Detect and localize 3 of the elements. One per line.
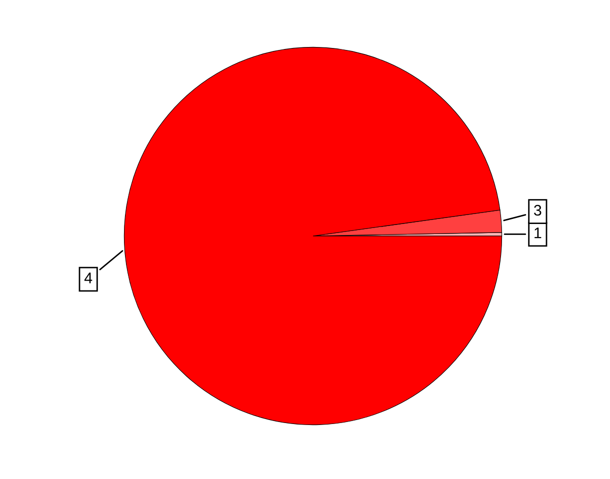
legend-label: 1	[534, 228, 542, 238]
slice-label: 4	[84, 272, 92, 284]
slice-label: 3	[534, 204, 542, 216]
